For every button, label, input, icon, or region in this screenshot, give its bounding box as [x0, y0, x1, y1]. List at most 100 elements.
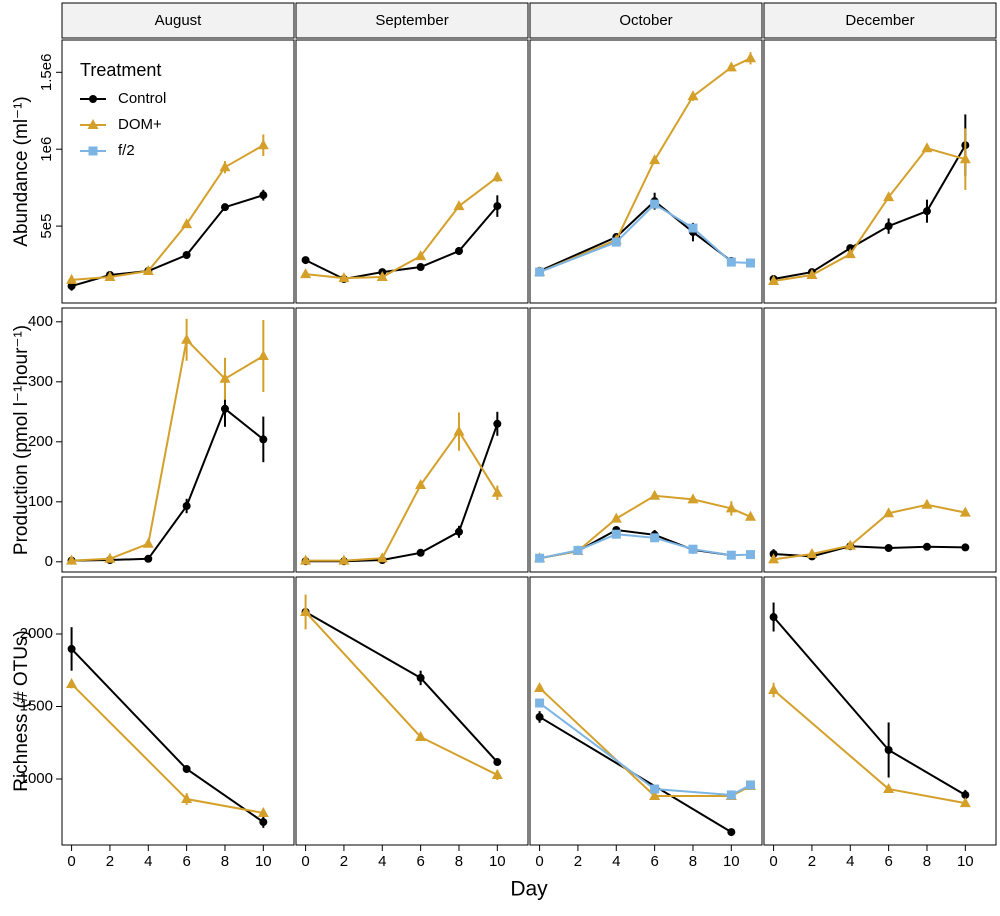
marker — [416, 263, 425, 272]
y-axis-label: Richness (# OTUs) — [11, 630, 32, 792]
marker — [491, 486, 503, 497]
marker — [300, 268, 312, 279]
marker — [650, 199, 660, 209]
marker — [726, 550, 736, 560]
marker — [493, 419, 502, 428]
marker — [219, 161, 231, 172]
y-tick-label: 1e6 — [38, 137, 55, 162]
x-tick-label: 4 — [612, 853, 620, 870]
x-tick-label: 0 — [535, 853, 543, 870]
marker — [67, 282, 76, 291]
marker — [534, 681, 546, 692]
marker — [300, 605, 312, 616]
series-line — [539, 533, 751, 560]
marker — [257, 139, 269, 150]
marker — [454, 247, 463, 256]
marker — [181, 793, 193, 804]
marker — [883, 507, 895, 518]
x-tick-label: 2 — [340, 853, 348, 870]
panel — [61, 576, 295, 846]
marker — [259, 818, 268, 827]
marker — [768, 683, 780, 694]
x-tick-label: 6 — [182, 853, 190, 870]
series-line — [773, 545, 966, 558]
marker — [66, 554, 78, 565]
marker — [453, 200, 465, 211]
legend-label: f/2 — [118, 142, 135, 159]
marker — [921, 498, 933, 509]
marker — [220, 404, 229, 413]
series-line — [305, 429, 499, 562]
marker — [726, 790, 736, 800]
marker — [376, 552, 388, 563]
marker — [961, 543, 970, 552]
marker — [922, 542, 931, 551]
x-tick-label: 2 — [808, 853, 816, 870]
marker — [844, 539, 856, 550]
series-line — [772, 689, 966, 805]
x-tick-label: 8 — [221, 853, 229, 870]
marker — [88, 146, 98, 156]
y-tick-label: 0 — [45, 553, 53, 570]
y-tick-label: 400 — [28, 313, 53, 330]
panel — [61, 39, 295, 304]
marker — [688, 544, 698, 554]
marker — [727, 828, 736, 837]
x-tick-label: 0 — [301, 853, 309, 870]
marker — [66, 678, 78, 689]
marker — [535, 267, 545, 277]
x-axis-label: Day — [510, 878, 548, 901]
marker — [182, 765, 191, 774]
x-tick-label: 6 — [884, 853, 892, 870]
marker — [687, 493, 699, 504]
x-tick-label: 4 — [378, 853, 386, 870]
strip-label: October — [619, 12, 672, 29]
marker — [725, 61, 737, 72]
marker — [67, 644, 76, 653]
marker — [884, 222, 893, 231]
marker — [768, 275, 780, 286]
marker — [611, 237, 621, 247]
marker — [104, 552, 116, 563]
series-line — [305, 176, 498, 280]
marker — [806, 548, 818, 558]
x-tick-label: 8 — [689, 853, 697, 870]
y-tick-label: 300 — [28, 373, 53, 390]
series-line — [305, 611, 499, 763]
y-axis-label: Abundance (ml⁻¹) — [11, 96, 32, 246]
x-tick-label: 10 — [957, 853, 974, 870]
series-line — [539, 528, 732, 560]
series-line — [539, 494, 751, 560]
panel — [529, 576, 763, 846]
marker — [744, 52, 756, 63]
marker — [883, 783, 895, 794]
marker — [745, 258, 755, 268]
x-tick-label: 2 — [106, 853, 114, 870]
x-tick-label: 10 — [255, 853, 272, 870]
marker — [922, 207, 931, 216]
strip — [763, 2, 997, 39]
marker — [650, 533, 660, 543]
series-line — [71, 337, 264, 562]
marker — [959, 153, 971, 164]
x-tick-label: 8 — [455, 853, 463, 870]
x-tick-label: 8 — [923, 853, 931, 870]
marker — [220, 203, 229, 212]
marker — [688, 223, 698, 233]
x-tick-label: 0 — [67, 853, 75, 870]
panel — [529, 39, 763, 304]
marker — [181, 333, 193, 344]
x-tick-label: 0 — [769, 853, 777, 870]
marker — [491, 171, 503, 182]
panel — [295, 307, 529, 573]
series-line — [539, 202, 751, 274]
series-line — [539, 57, 751, 274]
marker — [415, 250, 427, 261]
x-tick-label: 6 — [416, 853, 424, 870]
panel — [295, 39, 529, 304]
marker — [650, 784, 660, 794]
marker — [142, 265, 154, 276]
marker — [338, 272, 350, 283]
marker — [104, 271, 116, 282]
marker — [725, 502, 737, 513]
